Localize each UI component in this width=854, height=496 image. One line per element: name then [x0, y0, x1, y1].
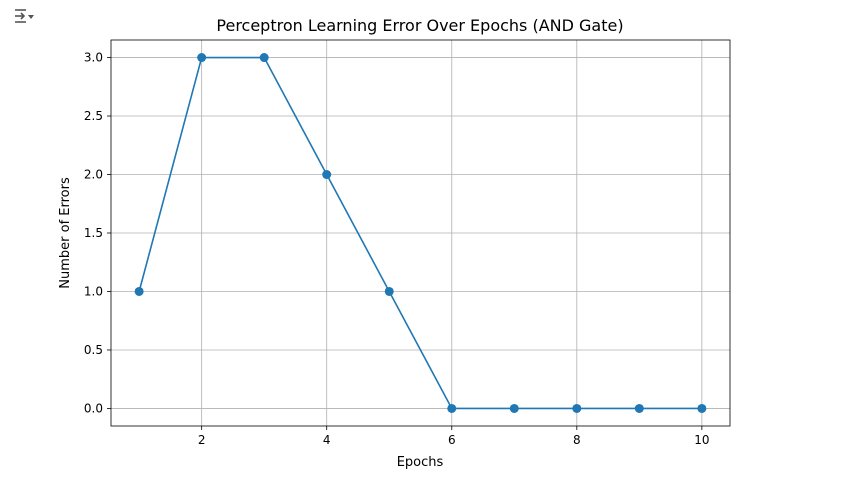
x-tick-label: 10 — [694, 433, 709, 447]
y-tick-label: 2.5 — [84, 109, 103, 123]
data-point — [509, 403, 519, 413]
y-tick-label: 0.5 — [84, 343, 103, 357]
data-point — [384, 286, 394, 296]
series-layer — [134, 53, 707, 413]
x-tick-label: 2 — [198, 433, 206, 447]
y-tick-label: 0.0 — [84, 401, 103, 415]
x-axis-label: Epochs — [397, 455, 444, 470]
x-tick-label: 6 — [448, 433, 456, 447]
data-point — [259, 53, 269, 63]
y-tick-label: 3.0 — [84, 51, 103, 65]
output-collapse-icon[interactable] — [12, 6, 36, 28]
axis-ticks: 2 4 6 8 10 0.0 0.5 1.0 1.5 2.0 2.5 3.0 — [84, 51, 710, 447]
grid-lines — [111, 40, 730, 426]
y-tick-label: 1.5 — [84, 226, 103, 240]
y-tick-label: 2.0 — [84, 168, 103, 182]
x-tick-label: 8 — [573, 433, 581, 447]
series-line — [138, 56, 702, 410]
y-tick-label: 1.0 — [84, 284, 103, 298]
chart-title: Perceptron Learning Error Over Epochs (A… — [216, 16, 623, 35]
data-point — [572, 403, 582, 413]
data-point — [697, 403, 707, 413]
data-point — [634, 403, 644, 413]
y-axis-label: Number of Errors — [58, 177, 73, 289]
data-point — [322, 170, 332, 180]
data-point — [134, 286, 144, 296]
data-point — [197, 53, 207, 63]
x-tick-label: 4 — [323, 433, 331, 447]
data-point — [447, 403, 457, 413]
